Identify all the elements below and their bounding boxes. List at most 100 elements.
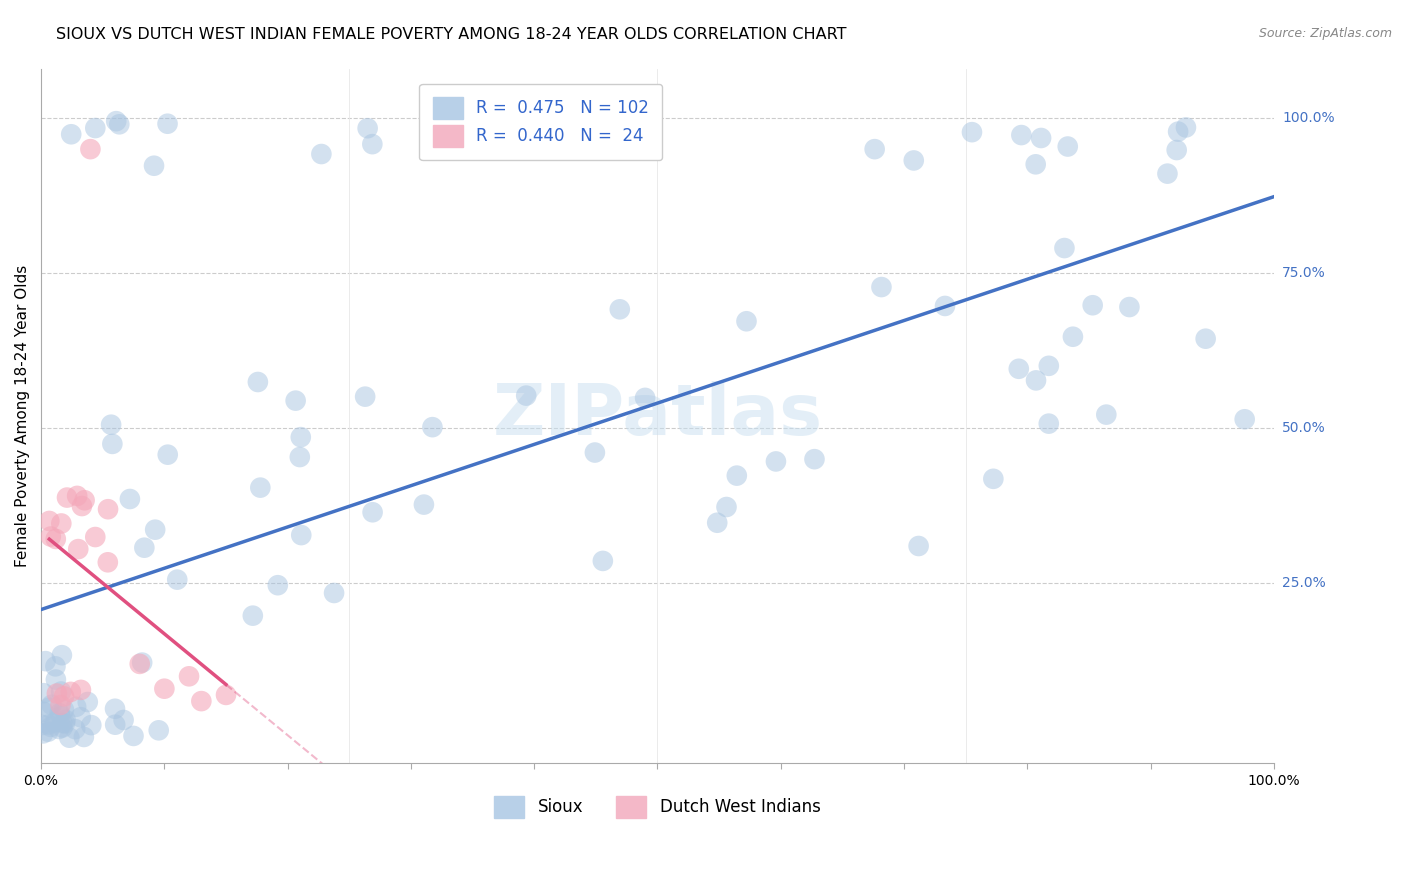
Point [422,420,444,434]
Point [97,502,120,516]
Point [361,505,384,519]
Point [73,493,96,508]
Point [725,468,748,483]
Point [1062,330,1084,344]
Point [983,472,1005,486]
Point [903,153,925,168]
Point [32,686,55,700]
Point [1038,417,1060,431]
Point [49,709,72,723]
Point [583,445,606,459]
Point [131,656,153,670]
Point [246,375,269,389]
Point [52,703,75,717]
Point [97,555,120,569]
Point [60,128,83,142]
Point [706,516,728,530]
Point [177,669,200,683]
Point [112,713,135,727]
Point [1166,143,1188,157]
Legend: Sioux, Dutch West Indians: Sioux, Dutch West Indians [488,789,827,824]
Point [41,698,63,712]
Point [38,717,60,731]
Point [44,659,66,673]
Point [1056,139,1078,153]
Point [59,685,82,699]
Point [38,514,60,528]
Point [84,530,107,544]
Point [38,700,60,714]
Point [32,726,55,740]
Point [1025,157,1047,171]
Point [49,698,72,712]
Point [69,710,91,724]
Point [76,695,98,709]
Point [51,648,73,663]
Point [1008,361,1031,376]
Point [56,491,79,505]
Point [55,713,77,727]
Point [592,554,614,568]
Point [288,450,311,464]
Point [53,690,76,704]
Point [51,716,73,731]
Point [323,586,346,600]
Point [1195,332,1218,346]
Point [156,448,179,462]
Point [104,702,127,716]
Point [1095,408,1118,422]
Text: 100.0%: 100.0% [1282,112,1334,125]
Point [45,532,67,546]
Point [79,142,101,156]
Point [803,452,825,467]
Point [32,705,55,719]
Point [65,699,87,714]
Point [148,723,170,738]
Point [153,681,176,696]
Point [356,121,378,136]
Point [108,117,131,131]
Point [284,393,307,408]
Point [242,608,264,623]
Text: ZIPatlas: ZIPatlas [492,381,823,450]
Point [1029,131,1052,145]
Point [1053,241,1076,255]
Point [39,529,62,543]
Point [48,722,70,736]
Point [66,489,89,503]
Point [413,498,436,512]
Point [1010,128,1032,142]
Point [609,302,631,317]
Point [1118,300,1140,314]
Point [128,657,150,671]
Point [100,417,122,432]
Point [1038,359,1060,373]
Point [634,391,657,405]
Point [156,117,179,131]
Point [118,491,141,506]
Point [122,729,145,743]
Point [73,730,96,744]
Point [863,142,886,156]
Point [67,542,90,557]
Point [190,694,212,708]
Point [44,715,66,730]
Text: Source: ZipAtlas.com: Source: ZipAtlas.com [1258,27,1392,40]
Point [70,499,93,513]
Point [51,516,73,531]
Point [37,724,59,739]
Point [290,528,312,542]
Point [515,389,537,403]
Point [267,578,290,592]
Point [31,718,53,732]
Point [870,280,893,294]
Point [48,706,70,721]
Point [716,500,738,514]
Point [249,481,271,495]
Point [765,454,787,468]
Point [53,716,76,731]
Text: 50.0%: 50.0% [1282,421,1326,435]
Point [80,718,103,732]
Point [960,125,983,139]
Point [1233,412,1256,426]
